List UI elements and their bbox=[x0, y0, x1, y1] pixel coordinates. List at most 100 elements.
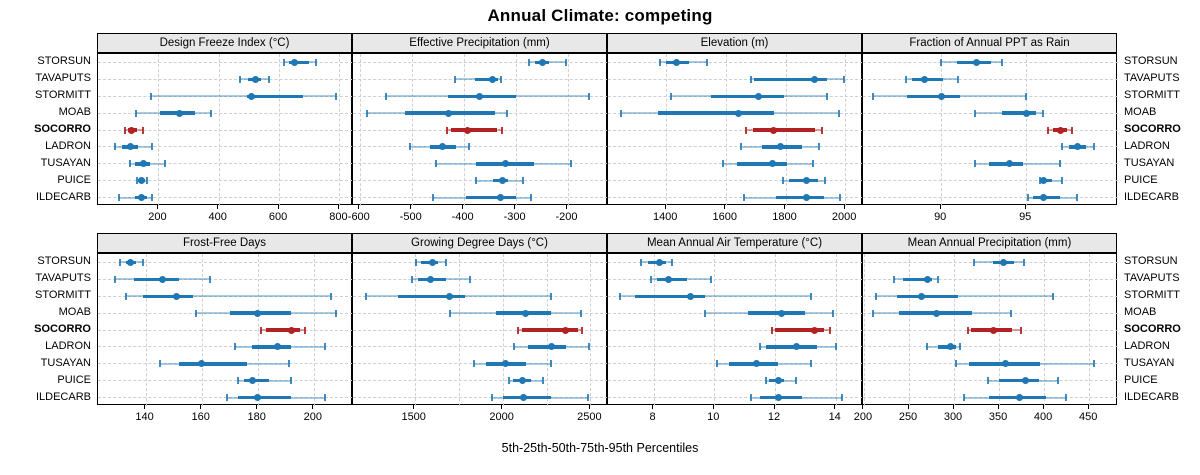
x-tick-label: 600 bbox=[268, 211, 288, 223]
whisker-cap bbox=[234, 343, 237, 351]
whisker-cap bbox=[114, 143, 117, 151]
whisker-cap bbox=[649, 275, 652, 283]
whisker-cap bbox=[749, 75, 752, 83]
x-tick-label: -500 bbox=[399, 211, 422, 223]
gridline-h bbox=[863, 380, 1118, 382]
median-dot bbox=[128, 126, 136, 134]
whisker-cap bbox=[435, 160, 438, 168]
site-label-left: SOCORRO bbox=[34, 123, 91, 135]
site-label-right: PUICE bbox=[1124, 173, 1158, 186]
x-tick-label: 160 bbox=[191, 411, 210, 423]
panel-strip-title: Frost-Free Days bbox=[97, 233, 352, 253]
whisker-cap bbox=[670, 258, 673, 266]
whisker-cap bbox=[1042, 109, 1045, 117]
axis-tick bbox=[277, 205, 279, 209]
gridline-h bbox=[863, 312, 1118, 314]
median-dot bbox=[138, 177, 146, 185]
whisker-cap bbox=[1001, 58, 1004, 66]
median-dot bbox=[248, 377, 256, 385]
whisker-cap bbox=[549, 360, 552, 368]
iqr-bar bbox=[142, 294, 194, 298]
gridline-h bbox=[608, 295, 863, 297]
axis-tick bbox=[712, 405, 714, 409]
iqr-bar bbox=[474, 77, 498, 82]
whisker-cap bbox=[1060, 143, 1063, 151]
whisker-cap bbox=[834, 343, 837, 351]
plot-area bbox=[862, 53, 1118, 206]
whisker-cap bbox=[474, 177, 477, 185]
whisker-cap bbox=[314, 58, 317, 66]
whisker-cap bbox=[795, 377, 798, 385]
whisker-cap bbox=[1056, 377, 1059, 385]
iqr-bar bbox=[657, 111, 774, 115]
median-dot bbox=[673, 58, 681, 66]
gridline-h bbox=[608, 163, 863, 165]
axis-tick bbox=[501, 405, 503, 409]
whisker-cap bbox=[749, 394, 752, 402]
axis-tick bbox=[952, 405, 954, 409]
site-label-left: LADRON bbox=[45, 339, 91, 352]
whisker-cap bbox=[764, 377, 767, 385]
whisker-cap bbox=[704, 309, 707, 317]
whisker-cap bbox=[1023, 258, 1026, 266]
whisker-cap bbox=[972, 258, 975, 266]
gridline-h bbox=[608, 346, 863, 348]
whisker-cap bbox=[974, 109, 977, 117]
median-dot bbox=[1022, 109, 1030, 117]
median-dot bbox=[774, 394, 782, 402]
median-dot bbox=[1056, 126, 1064, 134]
axis-tick bbox=[462, 205, 464, 209]
median-dot bbox=[138, 194, 146, 202]
whisker-cap bbox=[468, 275, 471, 283]
x-tick-label: 200 bbox=[853, 411, 873, 423]
whisker-cap bbox=[587, 343, 590, 351]
median-dot bbox=[248, 92, 256, 100]
whisker-cap bbox=[472, 360, 475, 368]
gridline-h bbox=[608, 78, 863, 80]
whisker-cap bbox=[962, 394, 965, 402]
median-dot bbox=[562, 326, 569, 334]
gridline-h bbox=[98, 312, 353, 314]
median-dot bbox=[1073, 143, 1081, 151]
median-dot bbox=[159, 275, 166, 283]
site-label-right: ILDECARB bbox=[1124, 190, 1180, 203]
median-dot bbox=[445, 109, 453, 117]
x-tick-label: -400 bbox=[451, 211, 474, 223]
whisker-cap bbox=[142, 126, 145, 134]
site-label-right: TAVAPUTS bbox=[1124, 272, 1180, 285]
site-label-right: STORMITT bbox=[1124, 89, 1181, 102]
axis-tick bbox=[217, 205, 219, 209]
median-dot bbox=[754, 92, 762, 100]
whisker-cap bbox=[1052, 292, 1055, 300]
gridline-h bbox=[863, 197, 1118, 199]
gridline-h bbox=[863, 295, 1118, 297]
axis-tick bbox=[843, 205, 845, 209]
median-dot bbox=[428, 258, 436, 266]
whisker-cap bbox=[411, 275, 414, 283]
whisker-cap bbox=[716, 360, 719, 368]
whisker-cap bbox=[453, 75, 456, 83]
gridline-h bbox=[353, 61, 608, 63]
whisker-cap bbox=[1071, 126, 1074, 134]
whisker-cap bbox=[904, 75, 907, 83]
whisker-cap bbox=[287, 360, 290, 368]
whisker-cap bbox=[500, 75, 502, 83]
whisker-cap bbox=[936, 275, 939, 283]
percentile-whisker bbox=[150, 95, 337, 98]
x-tick-label: 200 bbox=[303, 411, 322, 423]
whisker-cap bbox=[467, 143, 470, 151]
iqr-bar bbox=[902, 277, 933, 282]
whisker-cap bbox=[619, 292, 622, 300]
gridline-h bbox=[98, 146, 353, 148]
median-dot bbox=[502, 160, 510, 168]
iqr-bar bbox=[775, 195, 824, 200]
site-label-left: ILDECARB bbox=[35, 390, 91, 403]
x-tick-label: 350 bbox=[988, 411, 1008, 423]
gridline-h bbox=[98, 278, 353, 280]
whisker-cap bbox=[409, 143, 412, 151]
gridline-h bbox=[608, 397, 863, 399]
plot-area bbox=[862, 253, 1118, 406]
median-dot bbox=[937, 92, 945, 100]
iqr-bar bbox=[238, 395, 292, 400]
median-dot bbox=[176, 109, 183, 117]
